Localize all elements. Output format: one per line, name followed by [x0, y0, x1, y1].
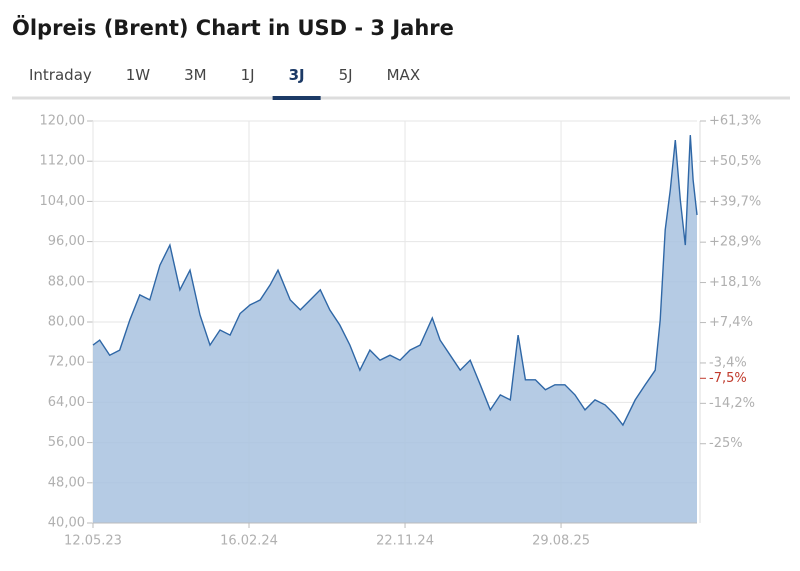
y-tick-label: 48,00	[48, 475, 85, 490]
y-tick-label: 112,00	[40, 154, 86, 169]
tab[interactable]: 5J	[339, 66, 353, 84]
y2-tick-label: -25%	[709, 436, 743, 451]
current-marker-label: -7,5%	[709, 371, 747, 386]
x-tick-label: 12.05.23	[64, 534, 122, 549]
y2-tick-label: +39,7%	[709, 194, 761, 209]
y-tick-label: 80,00	[48, 315, 85, 330]
y2-tick-label: -3,4%	[709, 355, 747, 370]
y2-tick-label: +7,4%	[709, 315, 753, 330]
tab[interactable]: 1W	[126, 66, 151, 84]
y2-tick-label: +28,9%	[709, 235, 761, 250]
y2-tick-label: +18,1%	[709, 275, 761, 290]
tab-indicator	[272, 96, 321, 100]
y-tick-label: 88,00	[48, 274, 85, 289]
y-tick-label: 56,00	[48, 435, 85, 450]
tab[interactable]: MAX	[387, 66, 420, 84]
y2-tick-label: +50,5%	[709, 154, 761, 169]
x-tick-label: 29.08.25	[532, 534, 590, 549]
y-tick-label: 104,00	[40, 194, 86, 209]
tab[interactable]: Intraday	[29, 66, 92, 84]
y2-tick-label: +61,3%	[709, 114, 761, 129]
y-tick-label: 120,00	[40, 114, 86, 129]
tab-bar: Intraday 1W 3M 1J 3J 5J MAX	[29, 66, 420, 100]
x-tick-label: 16.02.24	[220, 534, 278, 549]
price-line	[92, 135, 698, 427]
tab[interactable]: 3M	[184, 66, 207, 84]
y2-tick-label: -14,2%	[709, 396, 755, 411]
x-tick-label: 22.11.24	[376, 534, 434, 549]
tab[interactable]: 1J	[241, 66, 255, 84]
y-tick-label: 96,00	[48, 234, 85, 249]
y-tick-label: 64,00	[48, 395, 85, 410]
y-tick-label: 40,00	[48, 516, 85, 531]
page-title: Ölpreis (Brent) Chart in USD - 3 Jahre	[12, 15, 454, 40]
area-fill	[93, 135, 697, 523]
chart: 40,00 48,00 56,00 64,00 72,00 80,00 88,00 96,00…	[40, 114, 762, 549]
y-tick-label: 72,00	[48, 355, 85, 370]
tab[interactable]: 3J	[289, 66, 305, 84]
